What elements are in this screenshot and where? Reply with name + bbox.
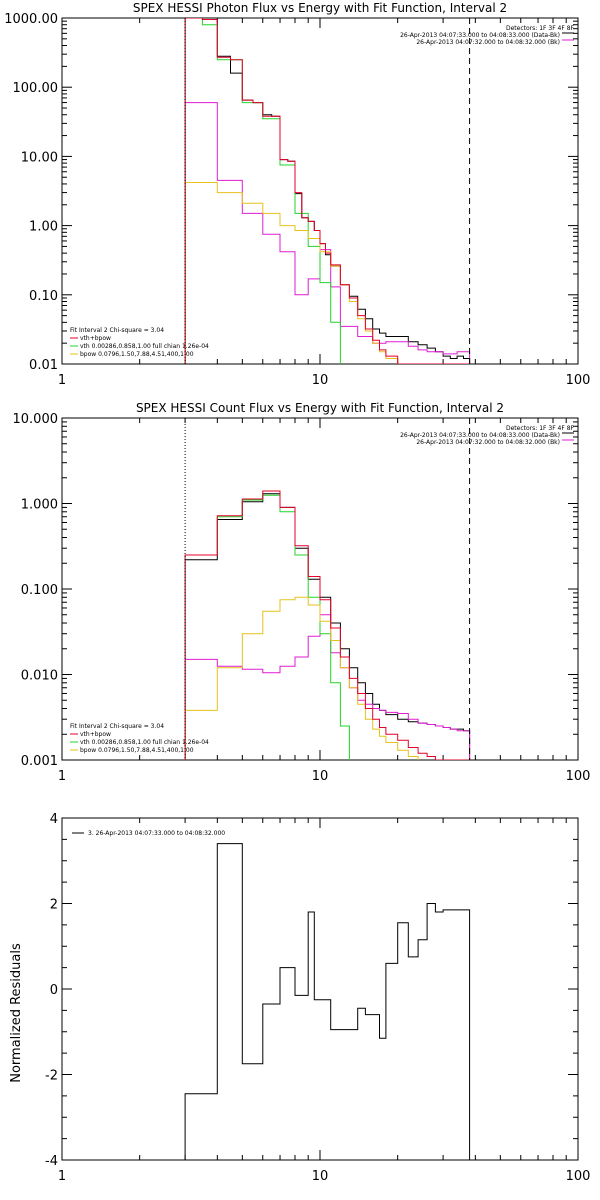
series-bpow xyxy=(184,596,419,760)
y-tick-label: 0.010 xyxy=(21,669,58,684)
legend-bk-label: 26-Apr-2013 04:07:32.000 to 04:08:32.000… xyxy=(416,439,560,446)
y-tick-label: 0.01 xyxy=(29,358,58,373)
fit-header: Fit Interval 2 Chi-square = 3.04 xyxy=(70,723,164,730)
legend-data-label: 26-Apr-2013 04:07:33.000 to 04:08:33.000… xyxy=(400,432,560,439)
y-tick-label: 1.000 xyxy=(21,498,58,513)
y-tick-label: 0.001 xyxy=(21,754,58,769)
detectors-label: Detectors: 1F 3F 4F 8F xyxy=(506,425,575,432)
y-tick-label: 0.10 xyxy=(29,289,58,304)
series-vth xyxy=(184,494,350,760)
series-data-bk xyxy=(184,493,471,760)
y-tick-label: 0 xyxy=(50,983,58,998)
plot-frame xyxy=(61,817,579,1161)
y-tick-label: 10.00 xyxy=(21,150,58,165)
x-tick-label: 10 xyxy=(312,1169,329,1184)
x-tick-label: 100 xyxy=(566,373,591,388)
series-bk xyxy=(184,102,471,364)
series-vth xyxy=(184,18,341,364)
residual-legend-label: 3. 26-Apr-2013 04:07:33.000 to 04:08:32.… xyxy=(88,830,225,837)
y-tick-label: 4 xyxy=(50,812,58,827)
fit-legend-bpow: bpow 0.0796,1.50,7.88,4.51,400,1.00 xyxy=(80,351,194,358)
legend-bk-label: 26-Apr-2013 04:07:32.000 to 04:08:32.000… xyxy=(416,39,560,46)
detectors-label: Detectors: 1F 3F 4F 8F xyxy=(506,25,575,32)
fit-legend-total: vth+bpow xyxy=(80,731,111,738)
count-flux-panel: SPEX HESSI Count Flux vs Energy with Fit… xyxy=(70,401,575,754)
plot-frame xyxy=(61,17,579,365)
fit-legend-bpow: bpow 0.0796,1.50,7.88,4.51,400,1.00 xyxy=(80,747,194,754)
fit-legend-total: vth+bpow xyxy=(80,335,111,342)
x-tick-label: 100 xyxy=(566,769,591,784)
x-tick-label: 100 xyxy=(566,1169,591,1184)
x-tick-label: 1 xyxy=(58,1169,66,1184)
plot-area xyxy=(184,490,471,760)
photon-flux-panel: SPEX HESSI Photon Flux vs Energy with Fi… xyxy=(70,1,575,358)
series-vth-bpow xyxy=(184,490,471,760)
chart-1: 1 10 100 0.01 0.10 1.00 10.00 100.00 1000.00 xyxy=(4,12,591,388)
fit-legend-vth: vth 0.00286,0.858,1.00 full chian 1.26e-… xyxy=(80,343,209,350)
series-bk xyxy=(184,614,471,760)
x-tick-label: 1 xyxy=(58,769,66,784)
panel-title: SPEX HESSI Photon Flux vs Energy with Fi… xyxy=(133,1,507,15)
panel-title: SPEX HESSI Count Flux vs Energy with Fit… xyxy=(136,401,504,415)
series-vth-bpow xyxy=(184,18,471,364)
series-bpow xyxy=(184,182,399,364)
x-tick-label: 10 xyxy=(312,373,329,388)
legend-data-label: 26-Apr-2013 04:07:33.000 to 04:08:33.000… xyxy=(400,32,560,39)
plot-area xyxy=(184,18,471,364)
x-tick-label: 10 xyxy=(312,769,329,784)
y-tick-label: 10.000 xyxy=(13,412,59,427)
chart-3: 1 10 100 -4 -2 0 2 4 xyxy=(45,812,590,1184)
y-tick-label: 2 xyxy=(50,898,58,913)
fit-legend-vth: vth 0.00286,0.858,1.00 full chian 1.26e-… xyxy=(80,739,209,746)
x-tick-label: 1 xyxy=(58,373,66,388)
y-tick-label: -2 xyxy=(45,1069,58,1084)
residuals-panel: Normalized Residuals 3. 26-Apr-2013 04:0… xyxy=(9,830,225,1083)
y-tick-label: 1.00 xyxy=(29,220,58,235)
y-tick-label: 100.00 xyxy=(13,81,59,96)
series-residuals xyxy=(184,843,471,1160)
fit-header: Fit Interval 2 Chi-square = 3.04 xyxy=(70,327,164,334)
y-tick-label: 0.100 xyxy=(21,583,58,598)
chart-2: 1 10 100 0.001 0.010 0.100 1.000 10.000 xyxy=(13,412,591,784)
series-data-bk xyxy=(184,18,471,364)
y-axis-label: Normalized Residuals xyxy=(9,943,24,1083)
plot-area xyxy=(184,843,471,1160)
y-tick-label: 1000.00 xyxy=(4,12,58,27)
y-tick-label: -4 xyxy=(45,1154,58,1169)
